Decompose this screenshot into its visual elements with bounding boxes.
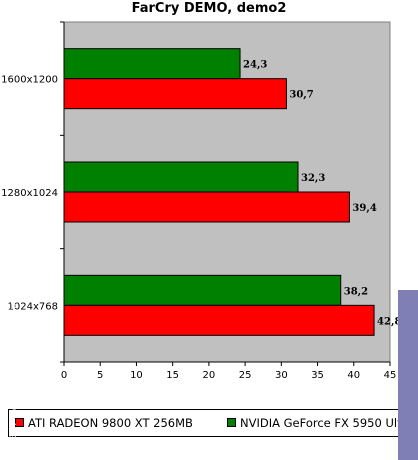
watermark-strip xyxy=(398,290,418,460)
legend-swatch-nvidia xyxy=(227,418,236,427)
legend: ATI RADEON 9800 XT 256MB NVIDIA GeForce … xyxy=(8,409,410,437)
data-label-ati-1024x768: 42,8 xyxy=(377,316,401,327)
x-tick-label: 5 xyxy=(97,370,103,381)
y-tick-label: 1600x1200 xyxy=(1,75,58,86)
x-tick-label: 10 xyxy=(130,370,143,381)
x-tick-label: 30 xyxy=(275,370,288,381)
watermark-text: © 2004 www.ixbt.com © 2004 www.digit-lif… xyxy=(9,211,19,455)
bar-nvidia-1600x1200 xyxy=(63,48,241,80)
legend-label-nvidia: NVIDIA GeForce FX 5950 Ultra xyxy=(240,416,410,430)
data-label-nvidia-1024x768: 38,2 xyxy=(344,286,368,297)
chart-title: FarCry DEMO, demo2 xyxy=(131,1,287,16)
legend-item-ati: ATI RADEON 9800 XT 256MB xyxy=(15,416,193,430)
x-tick-label: 35 xyxy=(311,370,324,381)
y-tick-label: 1024x768 xyxy=(8,301,58,312)
y-axis: 1600x1200 1280x1024 1024x768 xyxy=(1,21,65,363)
data-label-nvidia-1280x1024: 32,3 xyxy=(301,173,325,184)
data-label-nvidia-1600x1200: 24,3 xyxy=(243,60,267,71)
legend-item-nvidia: NVIDIA GeForce FX 5950 Ultra xyxy=(227,416,410,430)
data-label-ati-1280x1024: 39,4 xyxy=(352,203,376,214)
bar-nvidia-1280x1024 xyxy=(63,161,299,193)
x-tick-label: 15 xyxy=(166,370,179,381)
legend-swatch-ati xyxy=(15,418,24,427)
bar-ati-1024x768 xyxy=(63,304,375,336)
bars-group: 24,3 30,7 32,3 39,4 38,2 42,8 xyxy=(63,48,401,336)
y-tick-label: 1280x1024 xyxy=(1,188,58,199)
x-tick-label: 25 xyxy=(239,370,252,381)
x-tick-label: 0 xyxy=(61,370,67,381)
legend-label-ati: ATI RADEON 9800 XT 256MB xyxy=(28,416,193,430)
bar-nvidia-1024x768 xyxy=(63,274,342,306)
data-label-ati-1600x1200: 30,7 xyxy=(289,90,313,101)
x-tick-label: 40 xyxy=(347,370,360,381)
bar-ati-1280x1024 xyxy=(63,191,350,223)
x-tick-label: 20 xyxy=(203,370,216,381)
bar-ati-1600x1200 xyxy=(63,78,287,110)
x-axis: 0 5 10 15 20 25 30 35 40 45 xyxy=(61,361,397,381)
x-tick-label: 45 xyxy=(384,370,397,381)
